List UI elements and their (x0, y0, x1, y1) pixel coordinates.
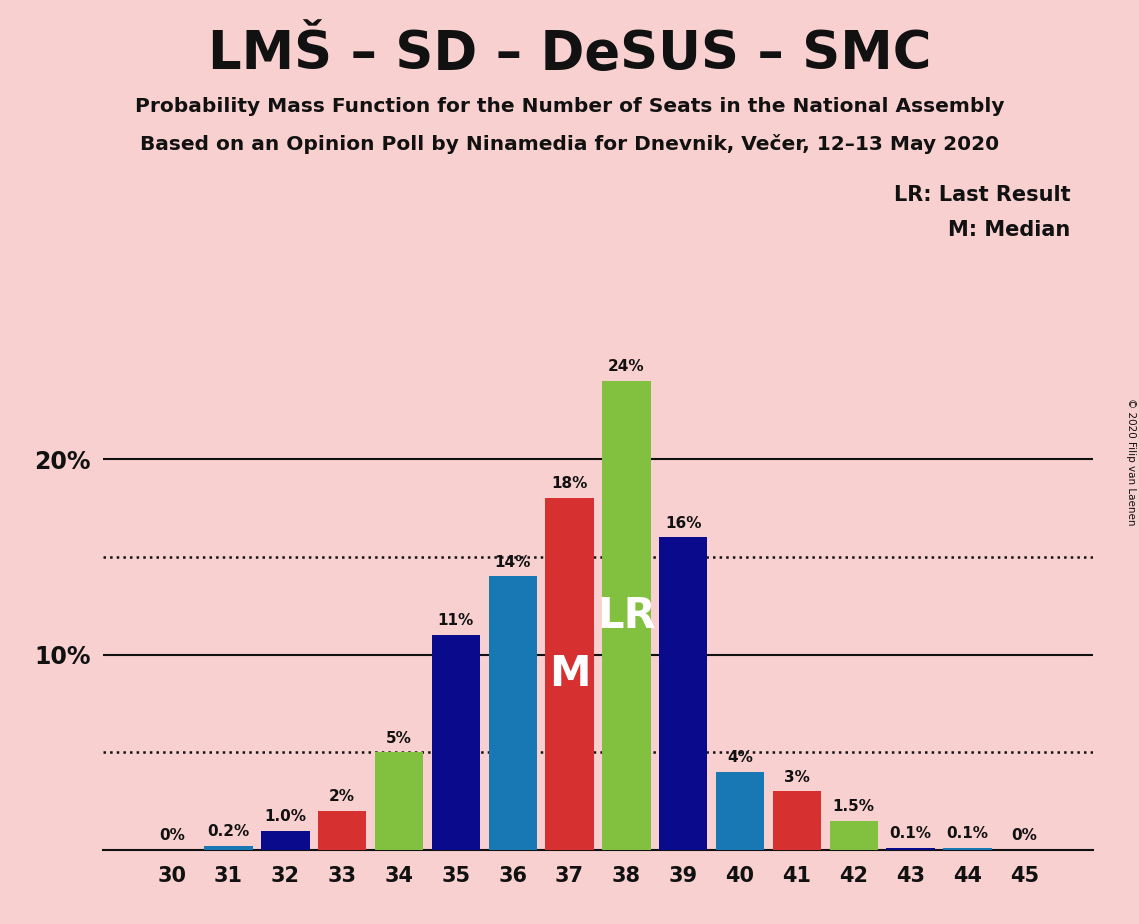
Text: 24%: 24% (608, 359, 645, 374)
Bar (489, 577, 536, 850)
Bar (204, 846, 253, 850)
Bar (261, 831, 310, 850)
Text: 2%: 2% (329, 789, 355, 804)
Text: M: Median: M: Median (949, 220, 1071, 240)
Text: 0.1%: 0.1% (947, 826, 989, 841)
Text: LR: LR (597, 594, 656, 637)
Bar (943, 848, 992, 850)
Text: © 2020 Filip van Laenen: © 2020 Filip van Laenen (1126, 398, 1136, 526)
Bar (432, 635, 480, 850)
Text: 0%: 0% (158, 828, 185, 844)
Text: 0%: 0% (1011, 828, 1038, 844)
Text: 18%: 18% (551, 477, 588, 492)
Text: 3%: 3% (784, 770, 810, 784)
Bar (603, 381, 650, 850)
Text: LR: Last Result: LR: Last Result (894, 185, 1071, 205)
Bar (886, 848, 935, 850)
Text: Probability Mass Function for the Number of Seats in the National Assembly: Probability Mass Function for the Number… (134, 97, 1005, 116)
Text: 4%: 4% (727, 750, 753, 765)
Bar (546, 498, 593, 850)
Text: 16%: 16% (665, 516, 702, 530)
Bar (829, 821, 878, 850)
Text: 11%: 11% (437, 614, 474, 628)
Text: LMŠ – SD – DeSUS – SMC: LMŠ – SD – DeSUS – SMC (207, 28, 932, 79)
Text: 0.2%: 0.2% (207, 824, 249, 839)
Text: 14%: 14% (494, 554, 531, 569)
Bar (659, 538, 707, 850)
Bar (772, 792, 821, 850)
Text: 5%: 5% (386, 731, 412, 746)
Bar (318, 811, 367, 850)
Text: Based on an Opinion Poll by Ninamedia for Dnevnik, Večer, 12–13 May 2020: Based on an Opinion Poll by Ninamedia fo… (140, 134, 999, 154)
Text: M: M (549, 653, 590, 695)
Bar (375, 752, 424, 850)
Text: 0.1%: 0.1% (890, 826, 932, 841)
Text: 1.5%: 1.5% (833, 799, 875, 814)
Text: 1.0%: 1.0% (264, 808, 306, 823)
Bar (716, 772, 764, 850)
